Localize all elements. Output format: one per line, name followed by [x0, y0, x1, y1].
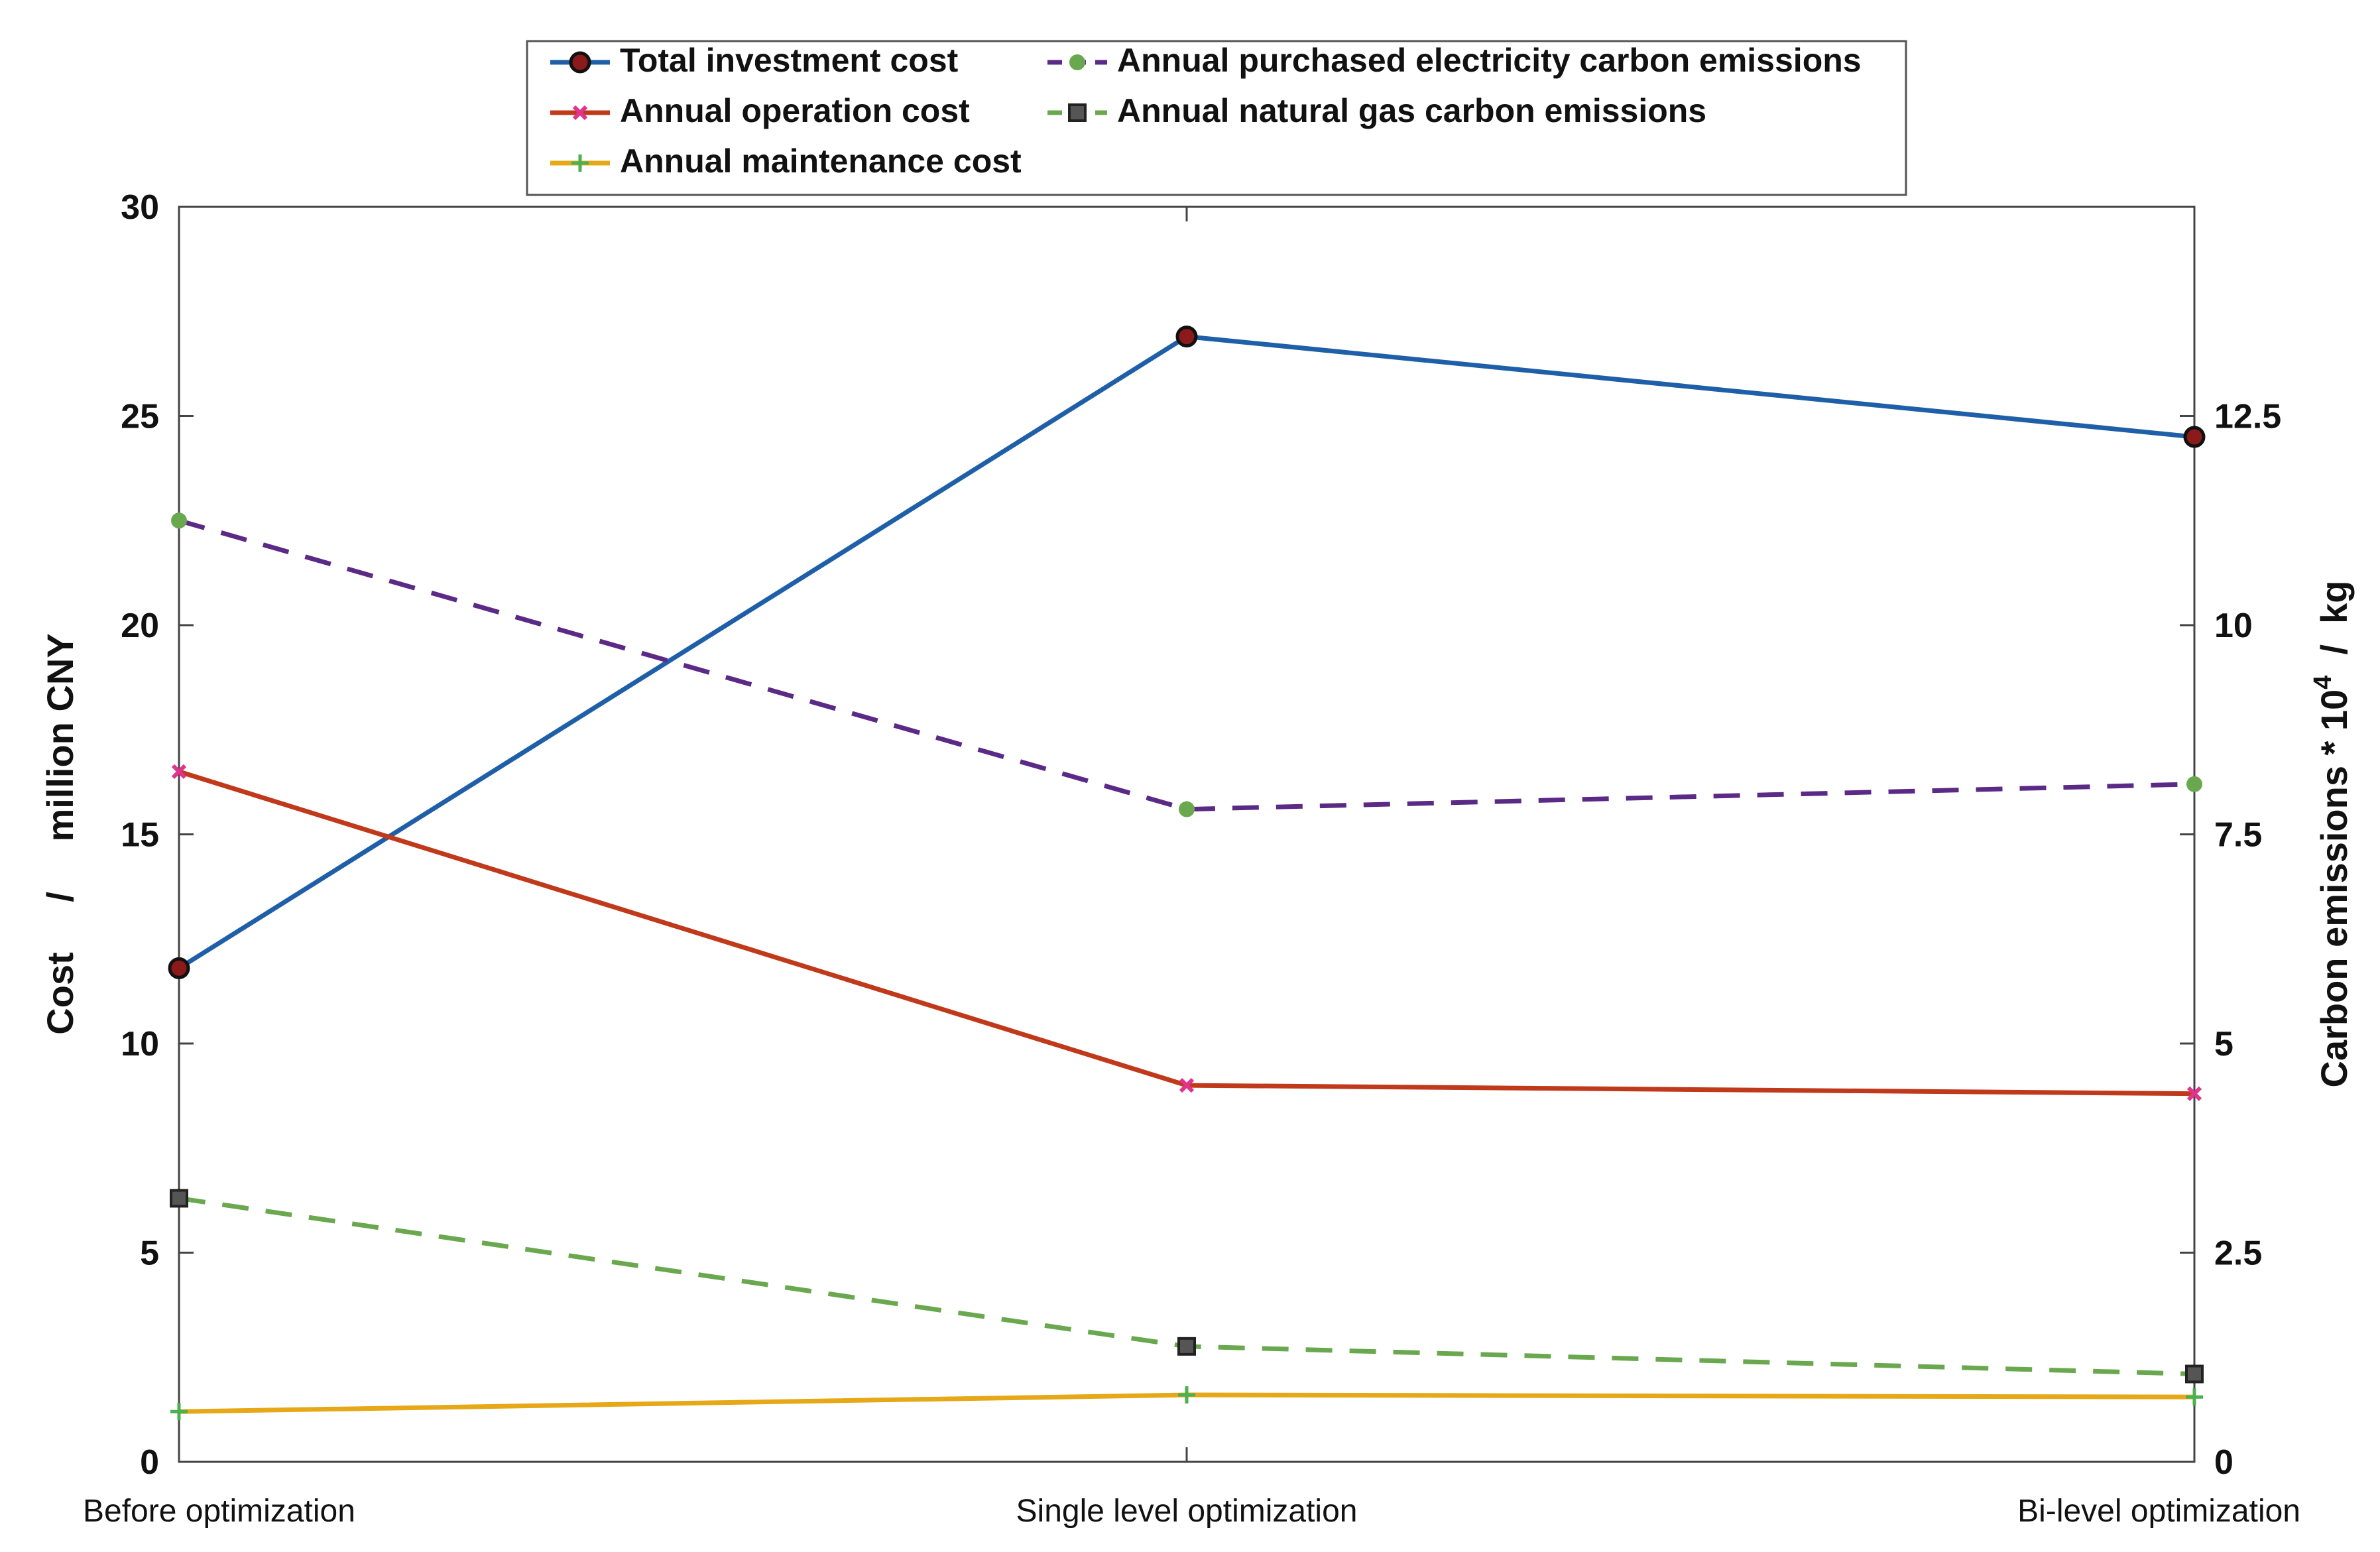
marker-dot [171, 512, 187, 529]
x-category-label: Single level optimization [1016, 1494, 1358, 1529]
marker-x [2186, 1086, 2202, 1101]
marker-square [170, 1189, 188, 1208]
marker-plus [2186, 1388, 2203, 1406]
marker-circle [168, 957, 190, 979]
x-category-label: Bi-level optimization [2017, 1494, 2300, 1529]
marker-circle [569, 51, 591, 74]
x-category-label: Before optimization [83, 1494, 355, 1529]
y-left-tick-label: 0 [140, 1443, 159, 1482]
y-right-tick-label: 5 [2214, 1025, 2233, 1063]
y-right-tick-label: 10 [2214, 607, 2253, 645]
legend-label: Annual operation cost [620, 92, 970, 129]
y-right-tick-label: 12.5 [2214, 398, 2281, 436]
marker-x [171, 764, 187, 779]
y-right-axis-title: Carbon emissions * 104 / kg [2309, 581, 2355, 1088]
marker-circle [1175, 326, 1198, 348]
marker-plus [571, 154, 589, 172]
marker-square [2185, 1364, 2204, 1384]
legend-item-2: Annual operation cost [550, 92, 970, 129]
y-left-tick-label: 5 [140, 1234, 159, 1273]
series-line-1 [178, 518, 2195, 812]
y-left-tick-label: 30 [121, 188, 159, 227]
marker-circle [2183, 426, 2206, 448]
marker-square [1068, 103, 1087, 122]
legend-label: Annual maintenance cost [620, 143, 1022, 180]
y-left-tick-label: 20 [121, 607, 159, 645]
marker-plus [1178, 1386, 1195, 1404]
marker-plus [170, 1403, 188, 1421]
legend-box [526, 40, 1907, 196]
marker-dot [1069, 54, 1085, 70]
marker-x [572, 105, 588, 121]
y-left-axis-title: Cost / million CNY [39, 633, 81, 1034]
marker-dot [1179, 801, 1195, 817]
y-right-tick-label: 2.5 [2214, 1234, 2262, 1273]
legend-label: Annual natural gas carbon emissions [1117, 92, 1706, 129]
y-right-tick-label: 7.5 [2214, 816, 2262, 855]
legend-item-3: Annual natural gas carbon emissions [1047, 92, 1706, 129]
marker-x [1179, 1077, 1195, 1093]
y-right-tick-label: 0 [2214, 1443, 2233, 1482]
marker-square [1177, 1337, 1196, 1356]
y-left-tick-label: 10 [121, 1025, 159, 1063]
y-left-tick-label: 25 [121, 398, 159, 436]
legend: Total investment cost Annual purchased el… [526, 40, 1907, 196]
legend-item-0: Total investment cost [550, 42, 959, 79]
legend-label: Total investment cost [620, 42, 959, 79]
legend-item-1: Annual purchased electricity carbon emis… [1047, 42, 1862, 79]
legend-item-4: Annual maintenance cost [550, 143, 1022, 180]
marker-dot [2186, 776, 2202, 792]
legend-label: Annual purchased electricity carbon emis… [1117, 42, 1862, 79]
y-left-tick-label: 15 [121, 816, 159, 855]
